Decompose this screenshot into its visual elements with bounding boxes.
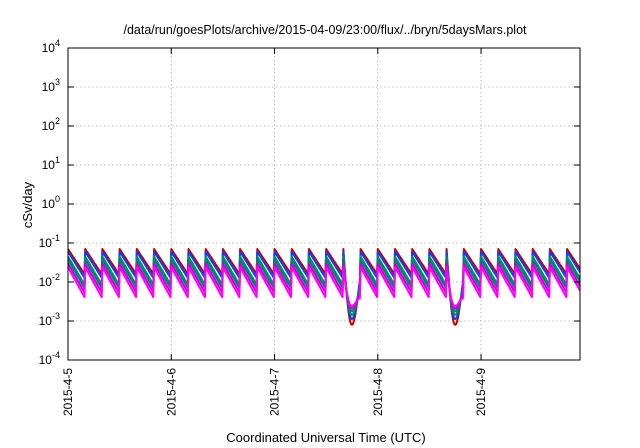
y-tick-base: 10 bbox=[39, 236, 53, 250]
y-tick-exponent: 2 bbox=[55, 116, 60, 126]
y-tick-exponent: -2 bbox=[52, 272, 60, 282]
y-tick-exponent: -1 bbox=[52, 233, 60, 243]
y-axis-label: cSv/day bbox=[20, 181, 35, 228]
series-group bbox=[67, 248, 581, 326]
y-tick-exponent: -3 bbox=[52, 311, 60, 321]
y-tick-base: 10 bbox=[42, 80, 56, 94]
x-tick-label: 2015-4-5 bbox=[61, 368, 75, 416]
y-tick-label: 104 bbox=[42, 38, 60, 55]
y-tick-label: 103 bbox=[42, 77, 60, 94]
x-tick-label: 2015-4-7 bbox=[268, 368, 282, 416]
y-tick-exponent: -4 bbox=[52, 350, 60, 360]
y-tick-base: 10 bbox=[42, 197, 56, 211]
y-tick-base: 10 bbox=[39, 275, 53, 289]
y-tick-exponent: 0 bbox=[55, 194, 60, 204]
y-tick-label: 10-2 bbox=[39, 272, 60, 289]
y-tick-label: 10-1 bbox=[39, 233, 60, 250]
y-tick-label: 10-3 bbox=[39, 311, 60, 328]
series-line-4 bbox=[67, 258, 581, 313]
y-tick-base: 10 bbox=[39, 353, 53, 367]
y-tick-base: 10 bbox=[39, 314, 53, 328]
axes bbox=[67, 47, 581, 361]
series-line-6 bbox=[67, 266, 581, 308]
x-tick-label: 2015-4-8 bbox=[371, 368, 385, 416]
y-tick-exponent: 3 bbox=[55, 77, 60, 87]
grid bbox=[68, 48, 580, 360]
y-tick-base: 10 bbox=[42, 41, 56, 55]
chart-title: /data/run/goesPlots/archive/2015-04-09/2… bbox=[123, 23, 527, 37]
y-tick-exponent: 4 bbox=[55, 38, 60, 48]
y-tick-base: 10 bbox=[42, 119, 56, 133]
y-tick-base: 10 bbox=[42, 158, 56, 172]
y-tick-label: 101 bbox=[42, 155, 60, 172]
y-tick-label: 100 bbox=[42, 194, 60, 211]
y-tick-label: 10-4 bbox=[39, 350, 60, 367]
plot-frame bbox=[67, 47, 581, 361]
x-tick-label: 2015-4-9 bbox=[474, 368, 488, 416]
y-tick-exponent: 1 bbox=[55, 155, 60, 165]
x-tick-label: 2015-4-6 bbox=[164, 368, 178, 416]
y-tick-label: 102 bbox=[42, 116, 60, 133]
x-tick-labels: 2015-4-5 2015-4-6 2015-4-7 2015-4-8 2015-4-9 bbox=[61, 368, 488, 416]
x-axis-label: Coordinated Universal Time (UTC) bbox=[226, 430, 425, 445]
